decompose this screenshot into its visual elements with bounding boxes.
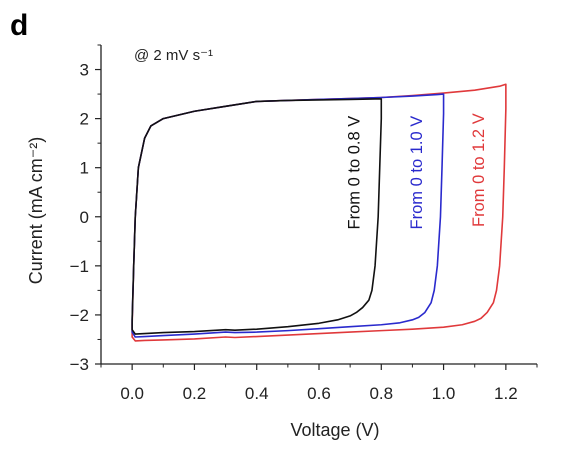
- series-line-1: [131, 98, 383, 335]
- series-label-1: From 0 to 0.8 V: [345, 116, 363, 230]
- x-tick-label: 1.2: [494, 384, 518, 403]
- x-tick-label: 0.6: [307, 384, 331, 403]
- series-label-2: From 0 to 1.0 V: [408, 116, 426, 230]
- scan-rate-annotation: @ 2 mV s⁻¹: [134, 47, 213, 64]
- y-tick-label: −2: [70, 306, 89, 325]
- series-line-3: [131, 83, 507, 342]
- series-line-2: [131, 93, 445, 338]
- y-tick-label: 3: [80, 61, 89, 80]
- x-tick-label: 0.2: [183, 384, 207, 403]
- x-tick-label: 0.4: [245, 384, 269, 403]
- y-tick-label: 2: [80, 110, 89, 129]
- axes: −3 −2 −1 0 1 2 3 0.0 0.2 0.4 0.6 0.8 1.0 1.2: [70, 44, 538, 403]
- y-axis-title: Current (mA cm⁻²): [26, 137, 46, 285]
- y-tick-label: −3: [70, 355, 89, 374]
- series-label-3: From 0 to 1.2 V: [470, 113, 488, 227]
- y-tick-label: −1: [70, 257, 89, 276]
- x-tick-label: 0.0: [120, 384, 144, 403]
- y-tick-label: 1: [80, 159, 89, 178]
- series-group: [131, 83, 507, 342]
- x-tick-label: 0.8: [369, 384, 393, 403]
- panel-label: d: [10, 9, 28, 42]
- x-tick-label: 1.0: [432, 384, 456, 403]
- y-tick-label: 0: [80, 208, 89, 227]
- x-axis-title: Voltage (V): [290, 420, 379, 440]
- series-labels: From 0 to 0.8 V From 0 to 1.0 V From 0 to …: [345, 113, 488, 229]
